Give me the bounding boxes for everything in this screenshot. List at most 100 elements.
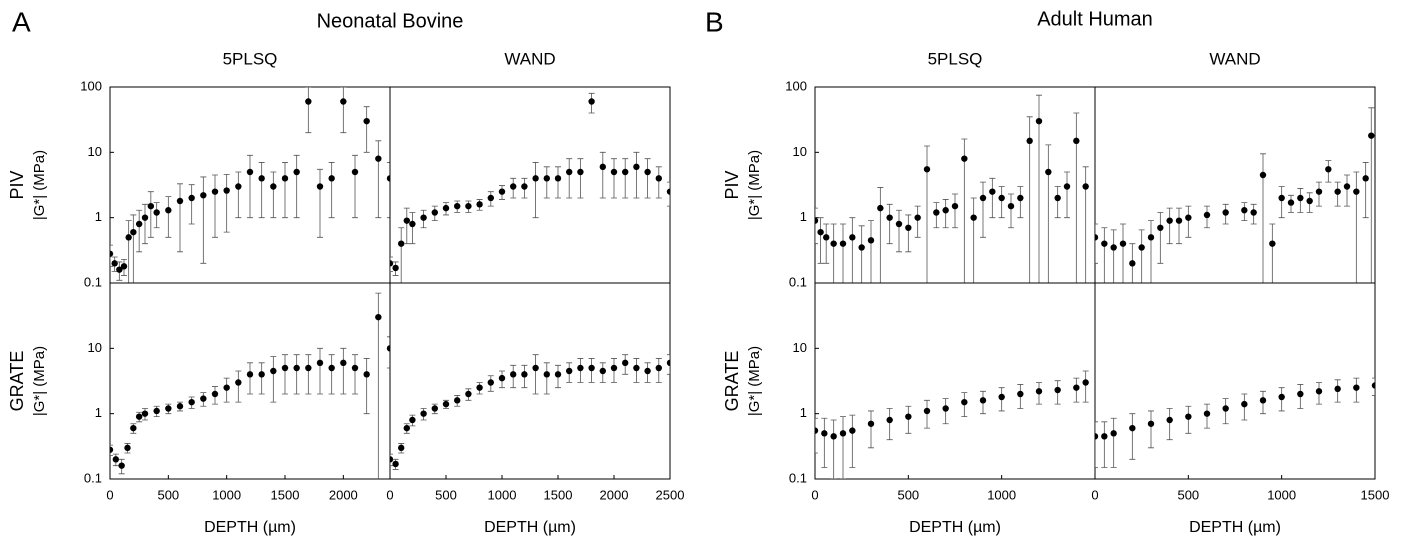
data-point xyxy=(465,202,472,210)
error-bar xyxy=(815,207,818,245)
error-bar xyxy=(821,417,828,468)
column-title: WAND xyxy=(504,49,555,68)
data-point xyxy=(200,192,207,199)
data-point xyxy=(610,364,618,372)
data-point xyxy=(498,374,506,382)
x-tick-label: 1000 xyxy=(212,487,241,502)
error-bar xyxy=(1269,223,1276,283)
data-point xyxy=(1007,202,1015,210)
y-axis-label: |G*| (MPa) xyxy=(746,150,763,220)
data-point xyxy=(316,183,324,190)
error-bar xyxy=(667,181,670,207)
data-point xyxy=(867,420,875,427)
data-point xyxy=(510,183,517,190)
error-bar xyxy=(1045,144,1052,283)
y-tick-label: 0.1 xyxy=(789,470,807,485)
data-point xyxy=(599,367,606,375)
error-bar xyxy=(543,166,550,199)
column-title: 5PLSQ xyxy=(928,49,983,68)
data-point xyxy=(1222,405,1229,412)
x-tick-label: 1000 xyxy=(987,487,1016,502)
data-point xyxy=(465,390,472,398)
error-bar xyxy=(1101,421,1108,468)
data-points xyxy=(1095,377,1375,468)
data-point xyxy=(188,398,195,406)
y-tick-label: 0.1 xyxy=(84,470,102,485)
data-point xyxy=(386,175,390,182)
data-point xyxy=(1166,416,1173,424)
error-bar xyxy=(815,417,818,454)
error-bar xyxy=(375,292,382,479)
data-point xyxy=(442,400,450,408)
data-point xyxy=(420,214,427,221)
data-point xyxy=(176,403,184,410)
data-point xyxy=(1287,199,1295,206)
data-point xyxy=(1353,384,1360,391)
y-axis-label: |G*| (MPa) xyxy=(31,150,48,220)
data-point xyxy=(1110,244,1117,251)
error-bar xyxy=(247,362,253,395)
data-point xyxy=(1095,234,1099,241)
plot-frame xyxy=(1094,86,1376,284)
data-point xyxy=(815,217,819,224)
data-point xyxy=(1315,188,1323,195)
data-point xyxy=(420,410,427,417)
data-point xyxy=(622,168,629,176)
data-point xyxy=(979,194,987,202)
error-bar xyxy=(363,106,370,153)
data-point xyxy=(135,220,143,228)
data-point xyxy=(1259,397,1267,404)
error-bar xyxy=(340,87,347,134)
data-point xyxy=(849,234,856,241)
data-points xyxy=(110,292,390,479)
error-bar xyxy=(235,370,242,403)
error-bar xyxy=(317,168,323,238)
error-bar xyxy=(543,362,550,395)
error-bar xyxy=(896,209,902,253)
data-point xyxy=(1343,183,1351,190)
data-point xyxy=(1026,137,1033,145)
error-bar xyxy=(293,354,300,395)
data-point xyxy=(1315,388,1323,395)
data-point xyxy=(270,367,277,375)
row-label: PIV xyxy=(7,170,27,199)
data-point xyxy=(211,390,219,398)
data-point xyxy=(135,413,143,420)
error-bar xyxy=(1008,193,1014,229)
data-point xyxy=(849,427,856,434)
error-bar xyxy=(1166,207,1173,245)
data-point xyxy=(923,407,931,415)
data-point xyxy=(1101,433,1108,440)
data-point xyxy=(281,364,289,372)
data-point xyxy=(390,456,394,463)
data-point xyxy=(914,214,921,221)
error-bar xyxy=(667,354,670,375)
error-bar xyxy=(352,354,358,395)
data-point xyxy=(1129,260,1136,267)
data-point xyxy=(1063,183,1071,190)
error-bar xyxy=(622,158,629,199)
data-point xyxy=(116,266,123,273)
error-bar xyxy=(305,87,312,134)
data-point xyxy=(476,384,483,391)
data-point xyxy=(1241,207,1248,214)
error-bar xyxy=(1344,174,1350,207)
data-point xyxy=(442,204,450,212)
data-point xyxy=(1138,244,1145,251)
x-axis-label: DEPTH (µm) xyxy=(484,519,576,536)
data-point xyxy=(989,188,996,195)
data-point xyxy=(270,183,277,190)
error-bar xyxy=(970,197,977,283)
data-point xyxy=(554,175,562,182)
error-bar xyxy=(352,154,358,219)
y-axis-label: |G*| (MPa) xyxy=(746,346,763,416)
error-bar xyxy=(1157,212,1164,264)
data-point xyxy=(666,359,670,367)
data-point xyxy=(316,359,324,367)
error-bar xyxy=(1095,421,1098,468)
data-point xyxy=(923,166,931,173)
data-point xyxy=(1334,385,1341,393)
data-points xyxy=(1095,107,1375,283)
data-point xyxy=(830,240,837,247)
y-tick-label: 10 xyxy=(793,144,807,159)
